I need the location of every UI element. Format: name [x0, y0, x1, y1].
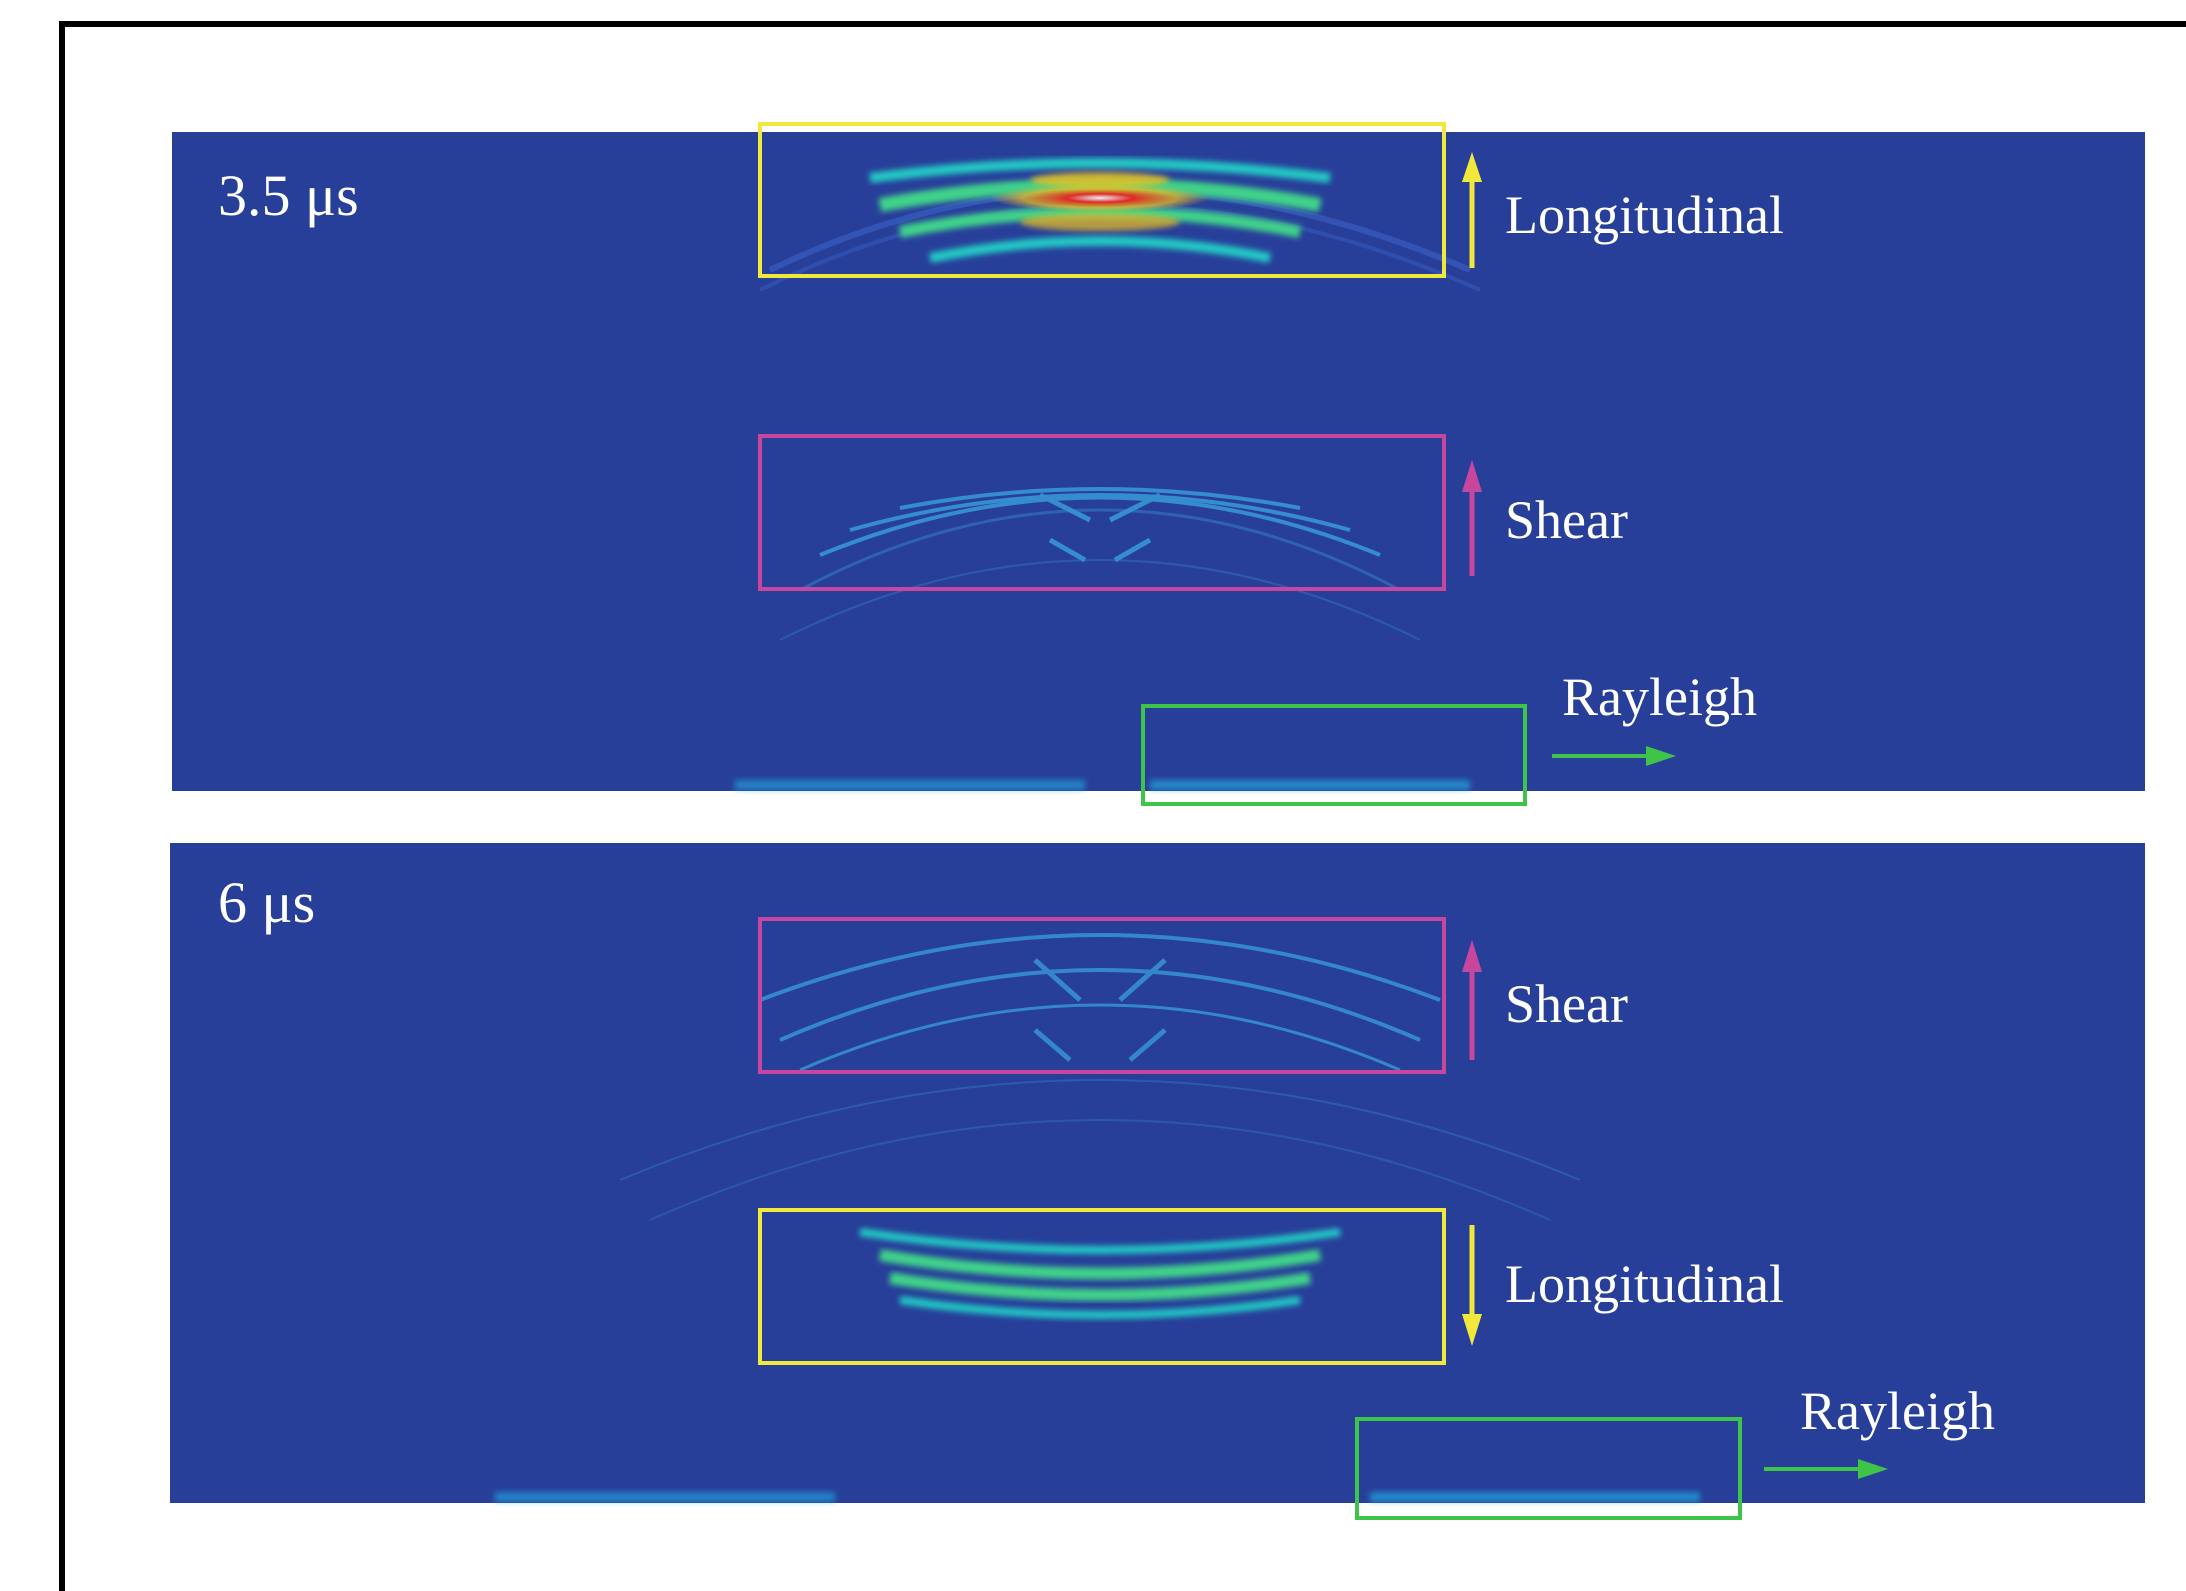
longitudinal-label-bottom: Longitudinal: [1505, 1254, 1784, 1314]
rayleigh-surface-bottom: [495, 1492, 1700, 1502]
rayleigh-surface-top: [735, 780, 1470, 790]
longitudinal-wavefronts-bottom: [859, 1228, 1341, 1319]
shear-label-top: Shear: [1505, 490, 1628, 550]
rayleigh-label-bottom: Rayleigh: [1800, 1381, 1995, 1441]
longitudinal-arrow-up-top: [1462, 152, 1482, 268]
rayleigh-arrow-right-bottom: [1764, 1459, 1888, 1479]
panel-top-field: [172, 132, 2145, 791]
time-label-bottom: 6 μs: [218, 870, 315, 935]
rayleigh-box-top: [1141, 704, 1527, 806]
longitudinal-box-top: [758, 122, 1446, 278]
longitudinal-arrow-down-bottom: [1462, 1225, 1482, 1346]
panel-bottom: 6 μs Shear Longitudinal Rayleigh: [170, 843, 2145, 1520]
time-label-top: 3.5 μs: [218, 163, 359, 228]
rayleigh-box-bottom: [1355, 1417, 1742, 1520]
rayleigh-label-top: Rayleigh: [1562, 667, 1757, 727]
shear-label-bottom: Shear: [1505, 974, 1628, 1034]
longitudinal-label-top: Longitudinal: [1505, 185, 1784, 245]
shear-box-top: [758, 434, 1446, 591]
panel-bottom-field: [170, 843, 2145, 1503]
longitudinal-box-bottom: [758, 1208, 1446, 1365]
rayleigh-arrow-right-top: [1552, 746, 1676, 766]
shear-arrow-up-bottom: [1462, 940, 1482, 1060]
shear-wavefronts-bottom: [619, 933, 1581, 1221]
longitudinal-wavefronts-top: [759, 136, 1481, 292]
shear-box-bottom: [758, 917, 1446, 1074]
shear-arrow-up-top: [1462, 460, 1482, 576]
panel-top: 3.5 μs Longitudinal Shear Rayleigh: [172, 122, 2145, 806]
shear-wavefronts-top: [779, 487, 1421, 641]
figure-frame: [59, 21, 2186, 1591]
